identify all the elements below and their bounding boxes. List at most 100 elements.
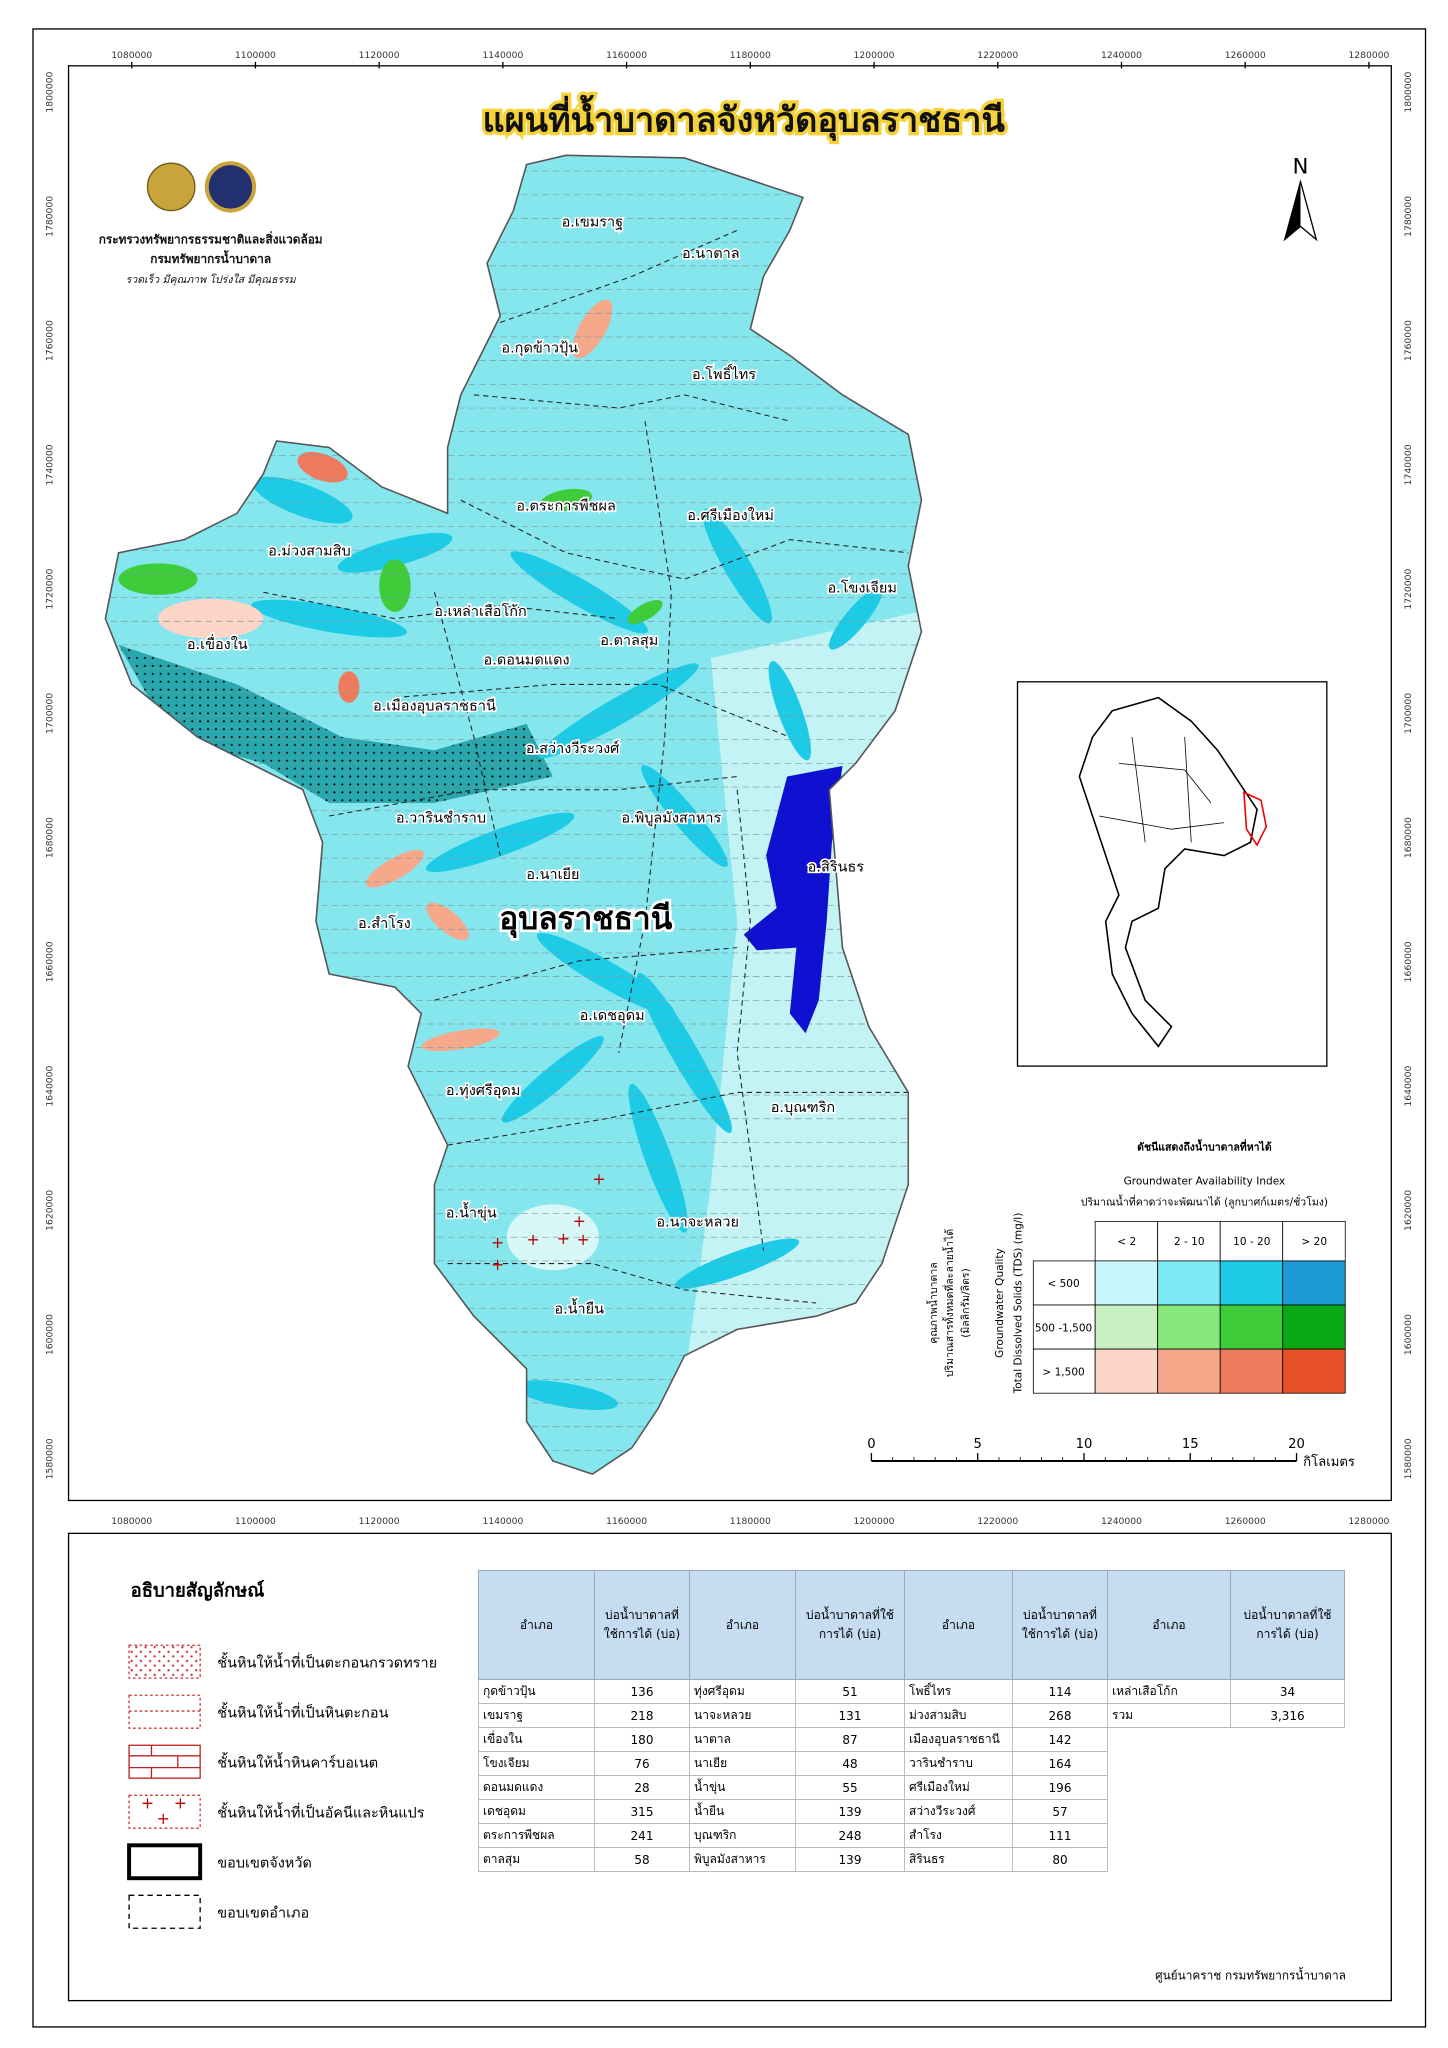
district-label: อ.โขงเจียม: [827, 578, 896, 596]
district-name: โพธิ์ไทร: [904, 1679, 1013, 1704]
district-label: อ.สว่างวีระวงศ์: [526, 740, 620, 757]
district-name: ตาลสุม: [478, 1847, 595, 1872]
sirindhorn-reservoir: [743, 766, 843, 1034]
y-coord-label: 1680000: [1403, 817, 1414, 858]
y-coord-label: 1760000: [1403, 320, 1414, 361]
x-coord-label: 1120000: [359, 50, 400, 61]
district-boundary: [473, 394, 790, 422]
inset-province-line: [1099, 815, 1225, 830]
district-label: อ.สิรินธร: [808, 859, 865, 875]
well-count: 136: [594, 1679, 690, 1704]
legend-color-cell: [1157, 1304, 1221, 1350]
y-coord-label: 1740000: [1403, 444, 1414, 485]
x-coord-label: 1200000: [854, 1516, 895, 1527]
y-coord-label: 1620000: [45, 1190, 56, 1231]
x-coord-label: 1120000: [359, 1516, 400, 1527]
logo-ministry: [146, 162, 196, 212]
y-coord-label: 1720000: [1403, 568, 1414, 609]
well-count: 87: [795, 1727, 905, 1752]
well-count: 315: [594, 1799, 690, 1824]
symbol-swatch: [128, 1744, 201, 1779]
district-label: อ.พิบูลมังสาหาร: [621, 811, 721, 827]
legend-axis-th: คุณภาพน้ำบาดาล: [926, 1262, 940, 1343]
y-coord-label: 1620000: [1403, 1190, 1414, 1231]
symbol-legend-item: ขอบเขตจังหวัด: [217, 1856, 312, 1872]
x-coord-label: 1140000: [482, 1516, 523, 1527]
granite-symbol: +: [592, 1170, 605, 1189]
district-name: น้ำยืน: [689, 1799, 796, 1824]
geology-patch: [425, 812, 575, 873]
table-row: เขมราฐ 218 นาจะหลวย 131 ม่วงสามสิบ 268 รวม 3,31…: [478, 1703, 1345, 1728]
district-label: อ.ดอนมดแดง: [484, 653, 570, 669]
y-coord-label: 1640000: [45, 1065, 56, 1106]
table-row: เดชอุดม 315 น้ำยืน 139 สว่างวีระวงศ์ 57: [478, 1799, 1345, 1824]
district-name: ศรีเมืองใหม่: [904, 1775, 1013, 1800]
geology-patch: [538, 663, 699, 759]
district-label: อ.เดชอุดม: [580, 1008, 645, 1024]
x-coord-label: 1100000: [235, 1516, 276, 1527]
table-header-cell: บ่อน้ำบาดาลที่ใช้การได้ (บ่อ): [1012, 1570, 1108, 1680]
symbol-legend-item: ชั้นหินให้น้ำที่เป็นตะกอนกรวดทราย: [217, 1652, 437, 1672]
district-label: อ.นาจะหลวย: [656, 1215, 739, 1231]
well-count: 164: [1012, 1751, 1108, 1776]
legend-color-cell: [1219, 1348, 1284, 1394]
table-row: กุดข้าวปุ้น 136 ทุ่งศรีอุดม 51 โพธิ์ไทร 114 เห…: [478, 1679, 1345, 1704]
x-coord-label: 1260000: [1225, 1516, 1266, 1527]
district-label: อ.วารินชำราบ: [396, 811, 486, 827]
district-name: นาจะหลวย: [689, 1703, 796, 1728]
district-name: เดชอุดม: [478, 1799, 595, 1824]
legend-row-cell: [1032, 1304, 1096, 1350]
district-label: อ.ศรีเมืองใหม่: [687, 506, 774, 524]
district-label: อ.นาเยีย: [526, 866, 579, 883]
district-name: สำโรง: [904, 1823, 1013, 1848]
geology-patch: [158, 598, 264, 639]
inset-province-line: [1184, 737, 1192, 843]
x-coord-label: 1240000: [1101, 50, 1142, 61]
x-coord-label: 1160000: [606, 50, 647, 61]
well-count: 76: [594, 1751, 690, 1776]
symbol-swatch: [128, 1794, 201, 1829]
well-count: 55: [795, 1775, 905, 1800]
symbol-legend-item: ขอบเขตอำเภอ: [217, 1906, 309, 1922]
y-coord-label: 1580000: [45, 1438, 56, 1479]
district-name: พิบูลมังสาหาร: [689, 1847, 796, 1872]
scale-label: 20: [1288, 1437, 1305, 1452]
y-coord-label: 1700000: [45, 693, 56, 734]
granite-symbol: +: [527, 1230, 540, 1249]
well-count: 131: [795, 1703, 905, 1728]
district-boundary: [618, 421, 672, 1054]
symbol-legend-title: อธิบายสัญลักษณ์: [131, 1580, 265, 1602]
inset-province-line: [1118, 763, 1212, 804]
legend-column-label: 2 - 10: [1174, 1236, 1205, 1248]
well-count: 139: [795, 1799, 905, 1824]
swatch-brick: [150, 1745, 179, 1779]
y-coord-label: 1600000: [45, 1314, 56, 1355]
scale-label: 5: [974, 1437, 982, 1452]
well-count: 180: [594, 1727, 690, 1752]
well-count: 114: [1012, 1679, 1108, 1704]
district-boundary: [433, 592, 501, 856]
well-count: 142: [1012, 1727, 1108, 1752]
granite-symbol: +: [491, 1233, 504, 1252]
district-boundary: [434, 947, 738, 1001]
well-count: 248: [795, 1823, 905, 1848]
symbol-swatch: [128, 1644, 201, 1679]
inset-thailand: [1078, 696, 1258, 1048]
legend-row-label: > 1,500: [1042, 1366, 1084, 1378]
well-count: 241: [594, 1823, 690, 1848]
district-name: เขมราฐ: [478, 1703, 595, 1728]
y-coord-label: 1580000: [1403, 1438, 1414, 1479]
well-count: 58: [594, 1847, 690, 1872]
legend-color-cell: [1094, 1348, 1159, 1394]
y-coord-label: 1780000: [1403, 196, 1414, 237]
district-name: ตระการพืชผล: [478, 1823, 595, 1848]
legend-header-cell: [1282, 1221, 1346, 1262]
geology-patch: [675, 1238, 800, 1289]
map-title: แผนที่น้ำบาดาลจังหวัดอุบลราชธานี: [483, 95, 1006, 142]
district-name: เมืองอุบลราชธานี: [904, 1727, 1013, 1752]
well-count: 28: [594, 1775, 690, 1800]
table-row: ดอนมดแดง 28 น้ำขุ่น 55 ศรีเมืองใหม่ 196: [478, 1775, 1345, 1800]
legend-row-label: < 500: [1047, 1278, 1079, 1290]
